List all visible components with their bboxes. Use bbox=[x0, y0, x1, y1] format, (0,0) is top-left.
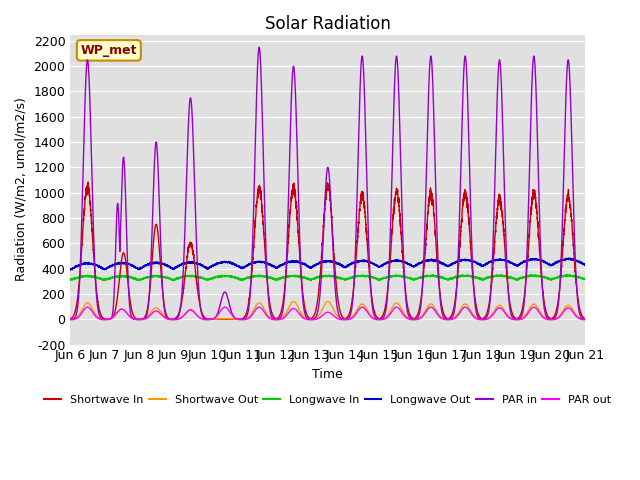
X-axis label: Time: Time bbox=[312, 368, 343, 381]
Title: Solar Radiation: Solar Radiation bbox=[265, 15, 390, 33]
Y-axis label: Radiation (W/m2, umol/m2/s): Radiation (W/m2, umol/m2/s) bbox=[15, 97, 28, 281]
Legend: Shortwave In, Shortwave Out, Longwave In, Longwave Out, PAR in, PAR out: Shortwave In, Shortwave Out, Longwave In… bbox=[40, 390, 616, 409]
Text: WP_met: WP_met bbox=[81, 44, 137, 57]
